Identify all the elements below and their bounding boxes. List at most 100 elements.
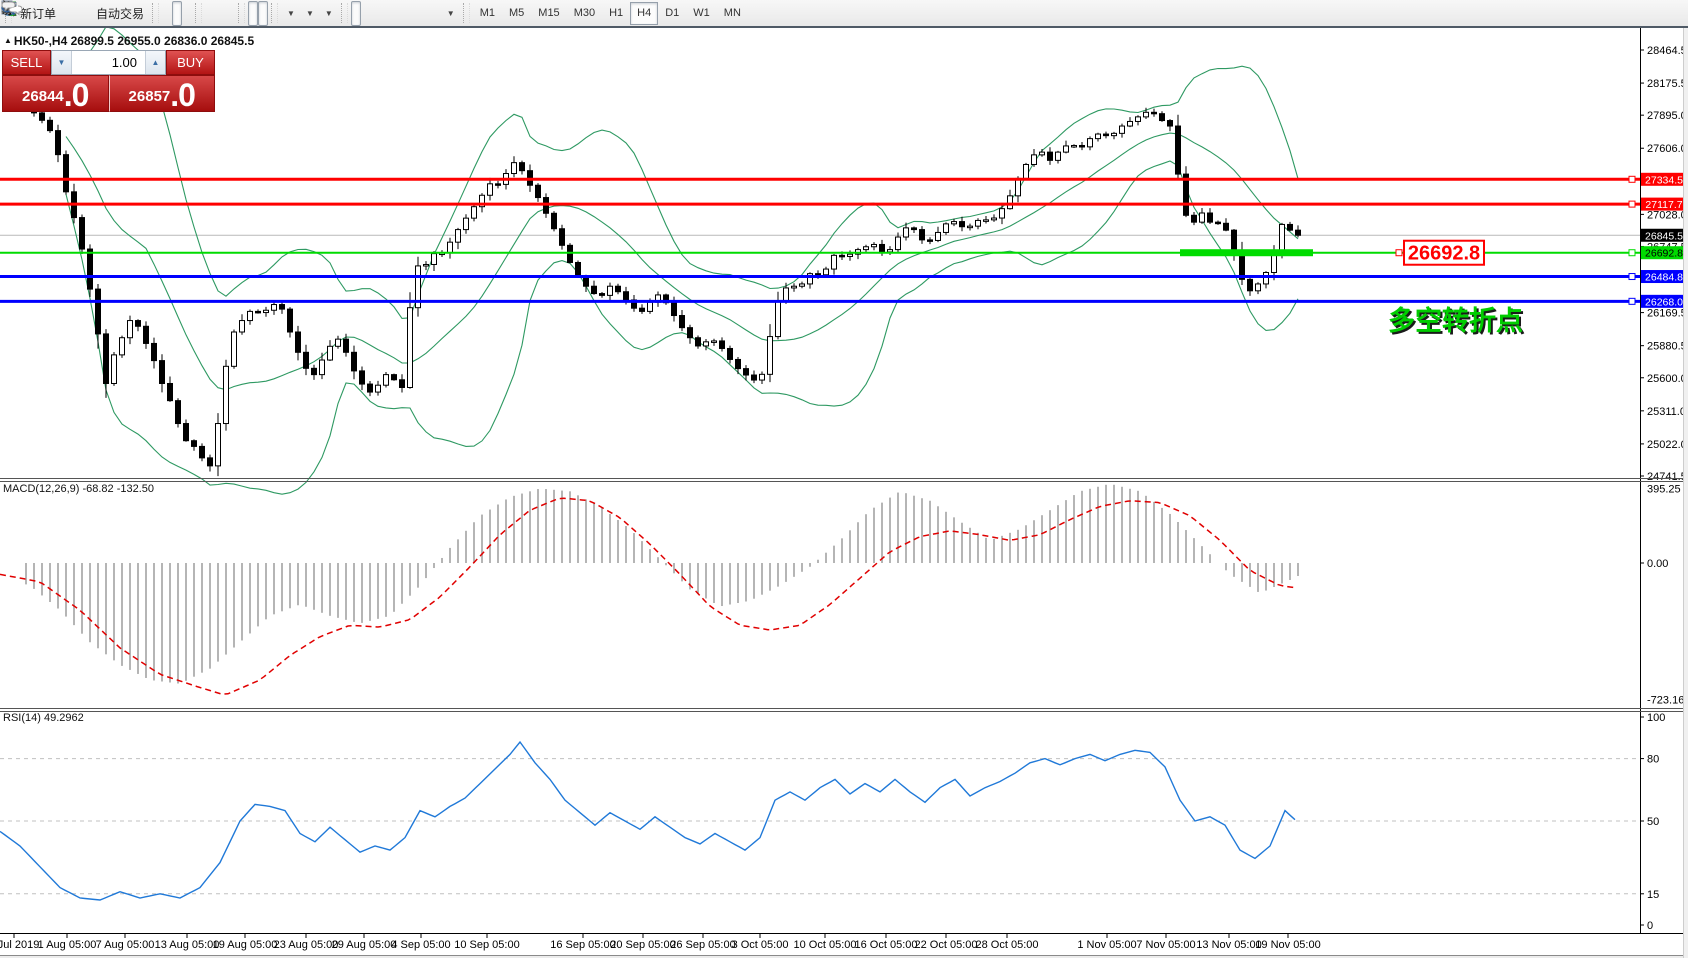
bull-candle — [455, 229, 461, 243]
volume-input[interactable]: 1.00 — [111, 55, 137, 70]
bull-candle — [335, 338, 341, 347]
chart-window[interactable]: 26692.8 多空转折点 多空转折点 28464.5 28175.5 27895.0 27… — [0, 28, 1688, 958]
crosshair-tool-button[interactable] — [1, 1, 371, 26]
bear-candle — [1215, 221, 1221, 225]
timeframe-m30[interactable]: M30 — [567, 2, 602, 25]
timeframe-label: M30 — [573, 7, 596, 19]
line-chart-button[interactable] — [2, 1, 192, 26]
price-callout-text: 26692.8 — [1408, 243, 1480, 265]
bull-candle — [1135, 116, 1141, 122]
bear-candle — [87, 248, 93, 290]
bear-candle — [1079, 144, 1085, 148]
trendline-tool-button[interactable] — [2, 1, 401, 26]
timeframe-w1[interactable]: W1 — [686, 2, 717, 25]
bear-candle — [399, 379, 405, 388]
date-label: 7 Aug 05:00 — [96, 939, 155, 951]
price-axis-label: 25022.0 — [1647, 439, 1687, 451]
bull-candle — [447, 241, 453, 254]
template-dropdown[interactable]: ▼ — [324, 8, 333, 18]
last-price-label: 26845.5 — [1645, 230, 1683, 242]
bear-candle — [279, 304, 285, 310]
chart-canvas[interactable]: 26692.8多空转折点多空转折点28464.528175.527895.027… — [0, 28, 1688, 958]
buy-button[interactable]: BUY — [166, 50, 215, 75]
bull-candle — [1007, 195, 1013, 210]
hline-axis-badge — [1641, 246, 1687, 260]
new-chart-button[interactable]: ▼ — [1, 0, 300, 26]
price-callout-box[interactable] — [1403, 239, 1485, 266]
bear-candle — [39, 112, 45, 121]
chart-title: ▲ HK50-,H4 26899.5 26955.0 26836.0 26845.… — [4, 34, 254, 48]
timeframe-d1[interactable]: D1 — [658, 2, 686, 25]
bear-candle — [591, 285, 597, 295]
bar-chart-button[interactable] — [2, 1, 172, 26]
rsi-axis-label: 15 — [1647, 889, 1659, 901]
volume-decrease-button[interactable]: ▼ — [52, 51, 72, 74]
window-right-strip — [1684, 28, 1688, 958]
date-label: 10 Oct 05:00 — [794, 939, 857, 951]
period-button[interactable]: ▼ — [1, 1, 319, 26]
hline-endpoint[interactable] — [1628, 297, 1636, 305]
buy-price-display[interactable]: 26857.0 — [108, 75, 215, 113]
annotation-shadow: 多空转折点 — [1390, 307, 1525, 338]
channel-tool-button[interactable]: E — [1, 1, 411, 26]
hline-endpoint[interactable] — [1628, 249, 1636, 257]
zoom-in-button[interactable] — [2, 1, 215, 26]
chart-title-text: HK50-,H4 26899.5 26955.0 26836.0 26845.5 — [13, 34, 255, 48]
timeframe-label: M5 — [509, 7, 525, 19]
vertical-line-tool-button[interactable] — [5, 1, 381, 26]
label-tool-button[interactable]: T — [1, 1, 441, 26]
fibonacci-tool-button[interactable]: F — [2, 1, 421, 26]
svg-text:E: E — [13, 12, 17, 17]
callout-anchor-square[interactable] — [1395, 249, 1403, 257]
indicator-list-button[interactable] — [2, 0, 259, 26]
bull-candle — [823, 268, 829, 276]
date-label: 19 Aug 05:00 — [213, 939, 278, 951]
bull-candle — [703, 341, 709, 347]
template-button[interactable]: ▼ — [1, 1, 338, 26]
one-click-trade-panel: SELL ▼ 1.00 ▲ BUY 26844.0 26857.0 — [2, 50, 215, 112]
pivot-thick-segment[interactable] — [1180, 249, 1313, 257]
timeframe-m15[interactable]: M15 — [531, 2, 566, 25]
cursor-tool-button[interactable] — [3, 0, 361, 26]
volume-increase-button[interactable]: ▲ — [145, 51, 165, 74]
timeframe-h4[interactable]: H4 — [630, 1, 659, 25]
chat-icon[interactable] — [0, 0, 22, 17]
indicator-add-button[interactable] — [2, 0, 269, 26]
tile-windows-button[interactable] — [1, 1, 235, 26]
annotation-text: 多空转折点 — [1388, 305, 1523, 336]
horizontal-line-tool-button[interactable] — [2, 1, 391, 26]
buy-price-frac: .0 — [170, 77, 196, 113]
macd-axis-min: -723.16 — [1647, 694, 1684, 706]
zoom-out-button[interactable] — [2, 1, 225, 26]
arrows-tool-button[interactable]: ▼ — [4, 1, 460, 26]
timeframe-mn[interactable]: MN — [717, 2, 748, 25]
new-chart-dropdown[interactable]: ▼ — [287, 8, 295, 18]
period-dropdown[interactable]: ▼ — [305, 8, 314, 18]
candlestick-chart-button[interactable] — [2, 0, 183, 26]
bear-candle — [295, 331, 301, 353]
timeframe-m5[interactable]: M5 — [502, 2, 531, 25]
hline-endpoint[interactable] — [1628, 175, 1636, 183]
arrows-dropdown[interactable]: ▼ — [446, 8, 455, 18]
timeframe-h1[interactable]: H1 — [602, 2, 630, 25]
bear-candle — [79, 217, 85, 250]
price-axis-label: 25311.0 — [1647, 406, 1686, 418]
window-bottom-strip — [0, 956, 1688, 958]
timeframe-m1[interactable]: M1 — [473, 2, 502, 25]
bull-candle — [783, 287, 789, 302]
autotrading-button[interactable]: 自动交易 — [2, 1, 149, 26]
bull-candle — [1015, 177, 1021, 197]
text-tool-button[interactable]: A — [3, 1, 431, 26]
bull-candle — [111, 354, 117, 384]
hline-endpoint[interactable] — [1628, 200, 1636, 208]
sell-price-display[interactable]: 26844.0 — [2, 75, 109, 112]
timeframe-label: M1 — [479, 7, 495, 19]
market-watch-button[interactable] — [1, 1, 71, 26]
bear-candle — [255, 310, 261, 314]
sell-button[interactable]: SELL — [2, 50, 51, 75]
bull-candle — [1023, 163, 1029, 179]
data-window-button[interactable] — [1, 1, 81, 26]
hline-endpoint[interactable] — [1628, 273, 1636, 281]
bull-candle — [1255, 283, 1261, 292]
sound-alert-button[interactable] — [1, 1, 91, 26]
